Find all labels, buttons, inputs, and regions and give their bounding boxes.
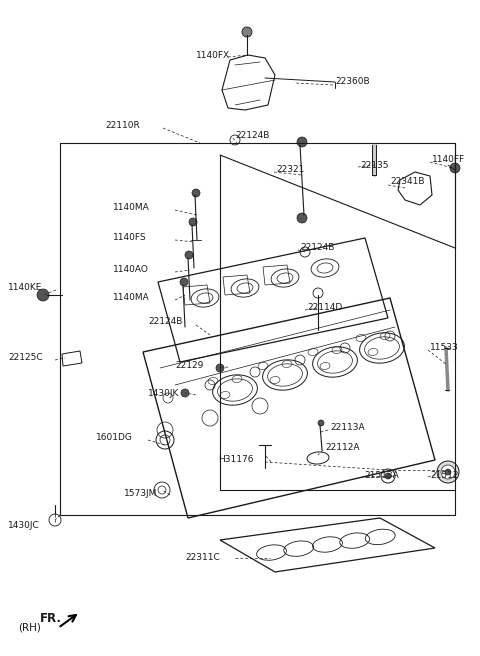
Circle shape [437,461,459,483]
Text: 1430JC: 1430JC [8,520,40,529]
Text: 1140FS: 1140FS [113,234,146,243]
Circle shape [242,27,252,37]
Circle shape [192,189,200,197]
Text: 22114D: 22114D [307,304,342,312]
Circle shape [445,469,451,475]
Circle shape [297,213,307,223]
Text: (RH): (RH) [18,623,41,633]
Text: 11533: 11533 [430,344,459,352]
Circle shape [180,278,188,286]
Circle shape [185,251,193,259]
Circle shape [441,465,455,479]
Circle shape [450,163,460,173]
Text: 22113A: 22113A [330,424,365,432]
Text: 1430JK: 1430JK [148,388,180,398]
Text: H31176: H31176 [218,455,253,464]
Text: 21513A: 21513A [364,470,399,480]
Circle shape [297,137,307,147]
Text: 21512: 21512 [430,470,458,480]
Text: 1140FX: 1140FX [196,51,230,60]
Text: 22129: 22129 [175,361,204,369]
Text: 1140KE: 1140KE [8,283,42,293]
Text: 1140FF: 1140FF [432,155,465,165]
Text: 1140AO: 1140AO [113,266,149,274]
Circle shape [318,420,324,426]
Text: 22110R: 22110R [105,121,140,131]
Text: 22360B: 22360B [335,77,370,87]
Text: 22311C: 22311C [185,554,220,562]
Circle shape [216,364,224,372]
Text: 22112A: 22112A [325,443,360,451]
Text: 22124B: 22124B [148,318,182,327]
Text: 22341B: 22341B [390,178,424,186]
Text: 1140MA: 1140MA [113,203,150,211]
Text: 22124B: 22124B [300,243,335,253]
Text: 22135: 22135 [360,161,388,169]
Text: FR.: FR. [40,611,62,625]
Text: 22321: 22321 [276,165,304,174]
Text: 1573JM: 1573JM [124,489,157,497]
Circle shape [189,218,197,226]
Text: 1140MA: 1140MA [113,293,150,302]
Circle shape [181,389,189,397]
Text: 1601DG: 1601DG [96,432,133,441]
Text: 22124B: 22124B [235,131,269,140]
Circle shape [37,289,49,301]
Text: 22125C: 22125C [8,354,43,363]
Circle shape [385,473,391,479]
